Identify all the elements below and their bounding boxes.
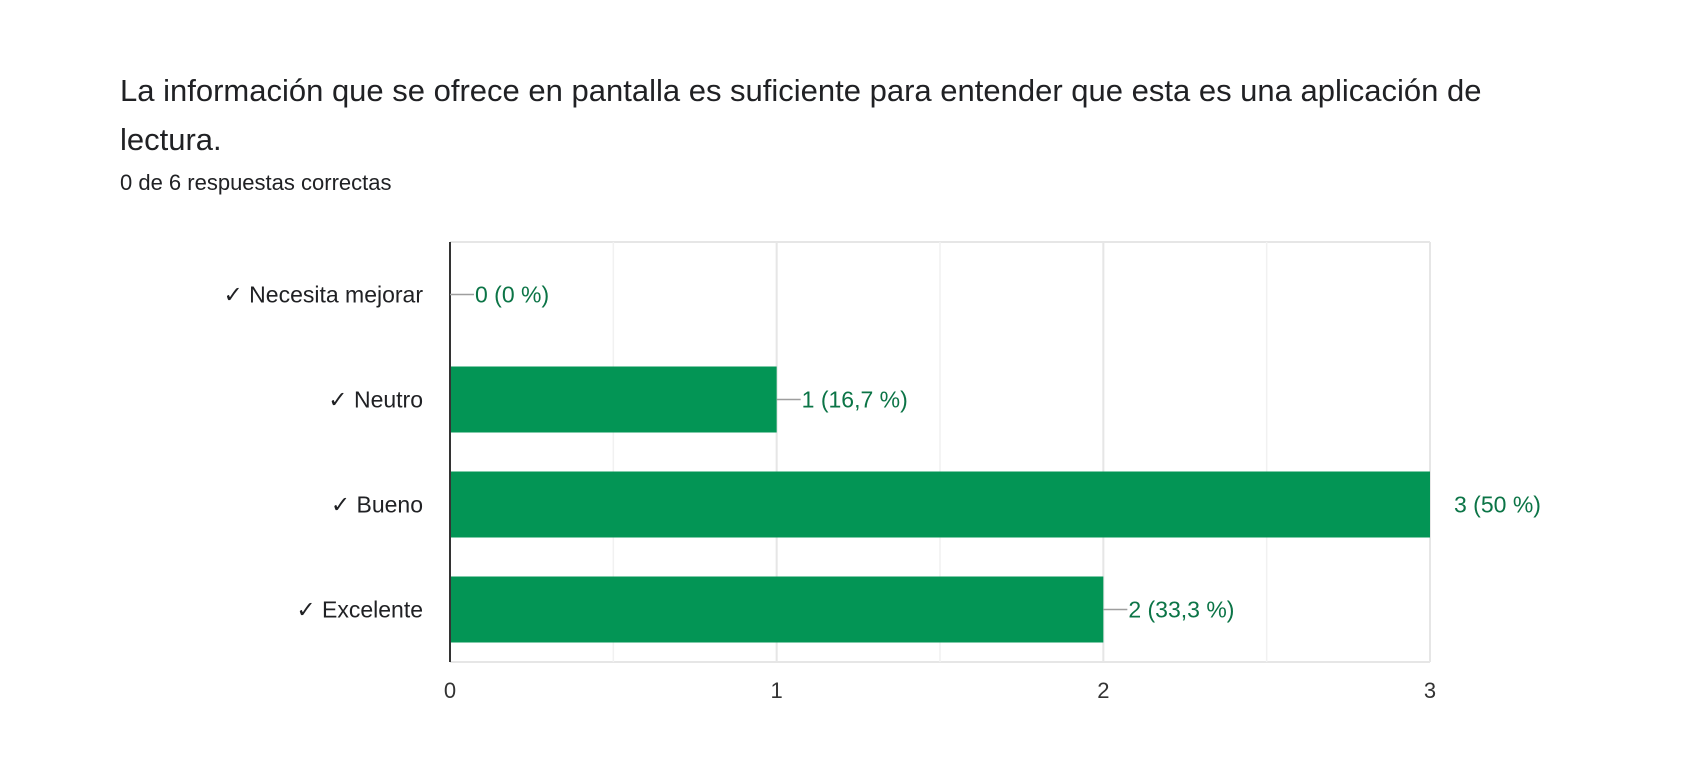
x-tick-labels: 0 1 2 3 <box>444 678 1436 703</box>
category-labels: ✓ Necesita mejorar ✓ Neutro ✓ Bueno ✓ Excel… <box>224 282 424 623</box>
category-label: ✓ Neutro <box>328 387 423 413</box>
data-label: 0 (0 %) <box>475 282 549 308</box>
category-label: ✓ Necesita mejorar <box>224 282 424 308</box>
question-title: La información que se ofrece en pantalla… <box>120 73 1482 157</box>
category-label: ✓ Bueno <box>331 492 423 518</box>
x-tick-label: 1 <box>771 678 783 703</box>
data-label: 3 (50 %) <box>1454 492 1541 518</box>
x-tick-label: 2 <box>1097 678 1109 703</box>
bar <box>450 366 777 433</box>
score-text: 0 de 6 respuestas correctas <box>120 170 392 195</box>
data-label: 1 (16,7 %) <box>802 387 908 413</box>
data-labels: 0 (0 %) 1 (16,7 %) 3 (50 %) 2 (33,3 %) <box>450 282 1541 623</box>
x-tick-label: 0 <box>444 678 456 703</box>
bar <box>450 471 1430 538</box>
data-label: 2 (33,3 %) <box>1128 597 1234 623</box>
bars <box>450 366 1430 643</box>
x-tick-label: 3 <box>1424 678 1436 703</box>
bar <box>450 576 1104 643</box>
category-label: ✓ Excelente <box>296 597 423 623</box>
